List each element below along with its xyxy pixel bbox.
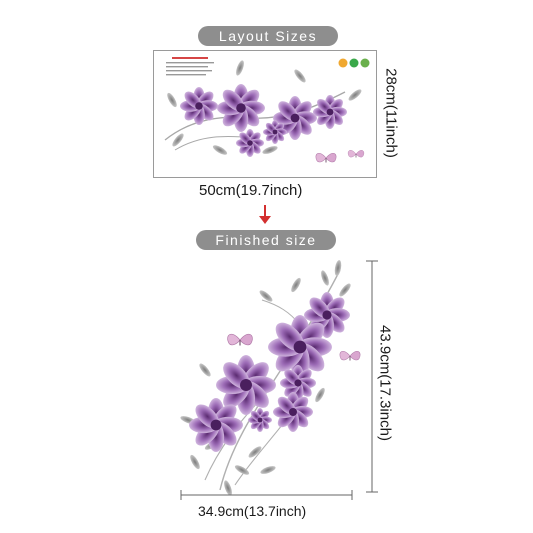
final-width-label: 34.9cm(13.7inch) (198, 503, 307, 519)
sheet-instructions-text (166, 57, 214, 76)
down-arrow-icon (259, 205, 271, 224)
sheet-width-label: 50cm(19.7inch) (199, 182, 303, 199)
finished-size-pill: Finished size (196, 230, 336, 250)
certification-badge-icon (338, 58, 370, 68)
sheet-flower-art (164, 59, 365, 163)
layout-sizes-pill: Layout Sizes (198, 26, 338, 46)
finished-flower-art (179, 259, 361, 497)
final-height-dimension-line (366, 260, 378, 493)
final-width-dimension-line (180, 490, 353, 500)
